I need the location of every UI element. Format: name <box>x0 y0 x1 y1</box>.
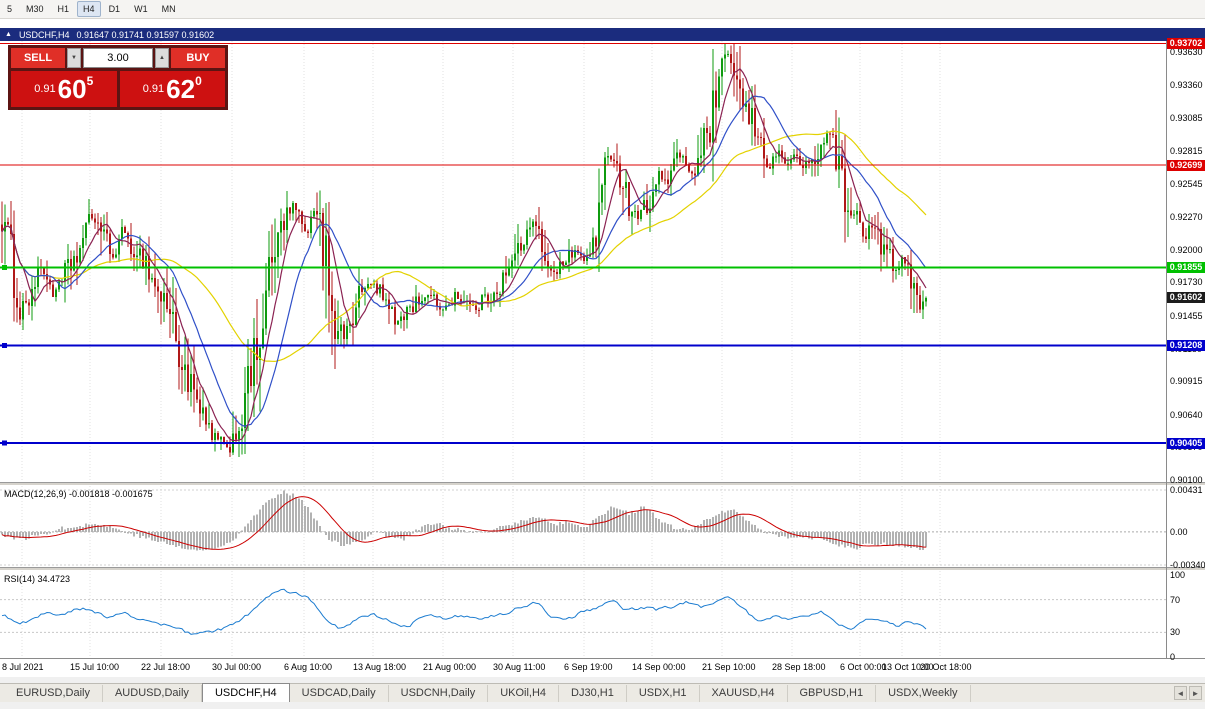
time-axis-label: 13 Oct 10:00 <box>882 662 934 672</box>
chart-title-symbol: USDCHF,H4 <box>18 29 70 40</box>
chart-tab-eurusd-daily[interactable]: EURUSD,Daily <box>4 685 103 702</box>
rsi-axis-label: 100 <box>1170 570 1186 580</box>
time-axis-label: 6 Aug 10:00 <box>284 662 333 672</box>
scroll-left-icon: ◄ <box>1176 688 1185 698</box>
macd-axis-label: 0.00 <box>1170 527 1188 537</box>
chart-titlebar[interactable]: ▲ USDCHF,H4 0.91647 0.91741 0.91597 0.91… <box>0 28 1205 41</box>
macd-axis-label: 0.00431 <box>1170 485 1203 495</box>
price-chart[interactable] <box>0 41 1166 482</box>
chart-tab-usdchf-h4[interactable]: USDCHF,H4 <box>201 683 290 702</box>
time-axis-label: 8 Jul 2021 <box>2 662 44 672</box>
time-axis-label: 14 Sep 00:00 <box>632 662 686 672</box>
buy-price-display[interactable]: 0.91 62 0 <box>119 71 225 107</box>
rsi-label: RSI(14) 34.4723 <box>4 574 71 584</box>
price-line-badge: 0.91208 <box>1167 340 1205 351</box>
chart-tab-audusd-daily[interactable]: AUDUSD,Daily <box>103 685 202 702</box>
current-price-badge: 0.91602 <box>1167 292 1205 303</box>
price-axis-label: 0.92545 <box>1170 179 1203 189</box>
time-axis-label: 20 Oct 18:00 <box>920 662 972 672</box>
timeframe-button-w1[interactable]: W1 <box>134 4 148 14</box>
timeframe-button-m30[interactable]: M30 <box>26 4 44 14</box>
chart-tab-usdx-h1[interactable]: USDX,H1 <box>627 685 700 702</box>
price-axis-label: 0.92815 <box>1170 146 1203 156</box>
sell-price-big: 60 <box>57 74 87 104</box>
price-line-badge: 0.90405 <box>1167 438 1205 449</box>
price-axis-label: 0.93360 <box>1170 80 1203 90</box>
volume-decrease-button[interactable]: ▼ <box>67 48 81 68</box>
scroll-right-icon: ► <box>1191 688 1200 698</box>
trade-panel-controls: SELL ▼ ▲ BUY <box>11 48 225 68</box>
spin-up-icon: ▲ <box>159 55 165 61</box>
sell-price-pip: 5 <box>86 74 94 88</box>
sell-button[interactable]: SELL <box>11 48 65 68</box>
panel-divider-macd[interactable] <box>0 482 1205 486</box>
time-axis-label: 30 Jul 00:00 <box>212 662 262 672</box>
rsi-axis-label: 30 <box>1170 627 1181 637</box>
timeframe-button-mn[interactable]: MN <box>161 4 176 14</box>
sell-price-display[interactable]: 0.91 60 5 <box>11 71 117 107</box>
macd-panel[interactable] <box>0 486 1166 567</box>
price-axis-label: 0.90100 <box>1170 475 1203 485</box>
time-axis-label: 30 Aug 11:00 <box>493 662 546 672</box>
chart-tab-usdcad-daily[interactable]: USDCAD,Daily <box>290 685 389 702</box>
price-axis-label: 0.93085 <box>1170 113 1203 123</box>
price-line-badge: 0.91855 <box>1167 262 1205 273</box>
price-axis-label: 0.93630 <box>1170 47 1203 57</box>
time-axis-label: 22 Jul 18:00 <box>141 662 191 672</box>
time-axis-label: 28 Sep 18:00 <box>772 662 826 672</box>
price-axis-label: 0.91455 <box>1170 311 1203 321</box>
time-axis-label: 21 Aug 00:00 <box>423 662 477 672</box>
time-axis[interactable] <box>0 658 1205 677</box>
price-line-badge: 0.92699 <box>1167 160 1205 171</box>
price-line-badge: 0.93702 <box>1167 38 1205 49</box>
volume-input[interactable] <box>83 48 153 68</box>
panel-divider-rsi[interactable] <box>0 567 1205 571</box>
chart-tab-usdx-weekly[interactable]: USDX,Weekly <box>876 685 971 702</box>
chart-title-ohlc: 0.91647 0.91741 0.91597 0.91602 <box>76 29 215 40</box>
one-click-trading-panel: SELL ▼ ▲ BUY 0.91 60 5 0.91 62 0 <box>8 45 228 110</box>
chart-tab-dj30-h1[interactable]: DJ30,H1 <box>559 685 627 702</box>
sell-price-base: 0.91 <box>34 83 56 95</box>
chart-tab-ukoil-h4[interactable]: UKOil,H4 <box>488 685 560 702</box>
chart-tab-gbpusd-h1[interactable]: GBPUSD,H1 <box>788 685 877 702</box>
price-axis-label: 0.90640 <box>1170 410 1203 420</box>
volume-increase-button[interactable]: ▲ <box>155 48 169 68</box>
rsi-axis-label: 70 <box>1170 595 1181 605</box>
time-axis-label: 15 Jul 10:00 <box>70 662 120 672</box>
timeframe-button-5[interactable]: 5 <box>7 4 13 14</box>
tabs-scroll-left-button[interactable]: ◄ <box>1174 686 1187 700</box>
time-axis-label: 21 Sep 10:00 <box>702 662 756 672</box>
rsi-axis-label: 0 <box>1170 652 1176 662</box>
rsi-panel[interactable] <box>0 571 1166 658</box>
timeframe-button-d1[interactable]: D1 <box>108 4 121 14</box>
axis-separator <box>1166 41 1167 658</box>
chart-icon: ▲ <box>5 31 12 38</box>
buy-price-pip: 0 <box>195 74 202 88</box>
tabs-scroll-right-button[interactable]: ► <box>1189 686 1202 700</box>
time-axis-label: 13 Aug 18:00 <box>353 662 407 672</box>
timeframe-button-h4[interactable]: H4 <box>77 1 101 17</box>
price-axis-label: 0.92000 <box>1170 245 1203 255</box>
buy-price-big: 62 <box>166 74 196 104</box>
buy-button[interactable]: BUY <box>171 48 225 68</box>
macd-axis-label: -0.00340 <box>1170 560 1205 570</box>
chart-tab-bar: EURUSD,Daily AUDUSD,Daily USDCHF,H4 USDCAD,… <box>0 683 1205 702</box>
timeframe-button-h1[interactable]: H1 <box>57 4 70 14</box>
timeframe-toolbar: 5 M30 H1 H4 D1 W1 MN <box>0 0 1205 19</box>
price-axis-label: 0.92270 <box>1170 212 1203 222</box>
price-axis-label: 0.90915 <box>1170 376 1203 386</box>
time-axis-label: 6 Sep 19:00 <box>564 662 613 672</box>
price-axis-label: 0.91730 <box>1170 277 1203 287</box>
chart-tab-xauusd-h4[interactable]: XAUUSD,H4 <box>700 685 788 702</box>
chart-tab-usdcnh-daily[interactable]: USDCNH,Daily <box>389 685 489 702</box>
buy-price-base: 0.91 <box>142 83 165 95</box>
macd-label: MACD(12,26,9) -0.001818 -0.001675 <box>4 489 153 499</box>
time-axis-label: 6 Oct 00:00 <box>840 662 887 672</box>
spin-down-icon: ▼ <box>71 55 77 61</box>
trade-panel-prices: 0.91 60 5 0.91 62 0 <box>11 71 225 107</box>
